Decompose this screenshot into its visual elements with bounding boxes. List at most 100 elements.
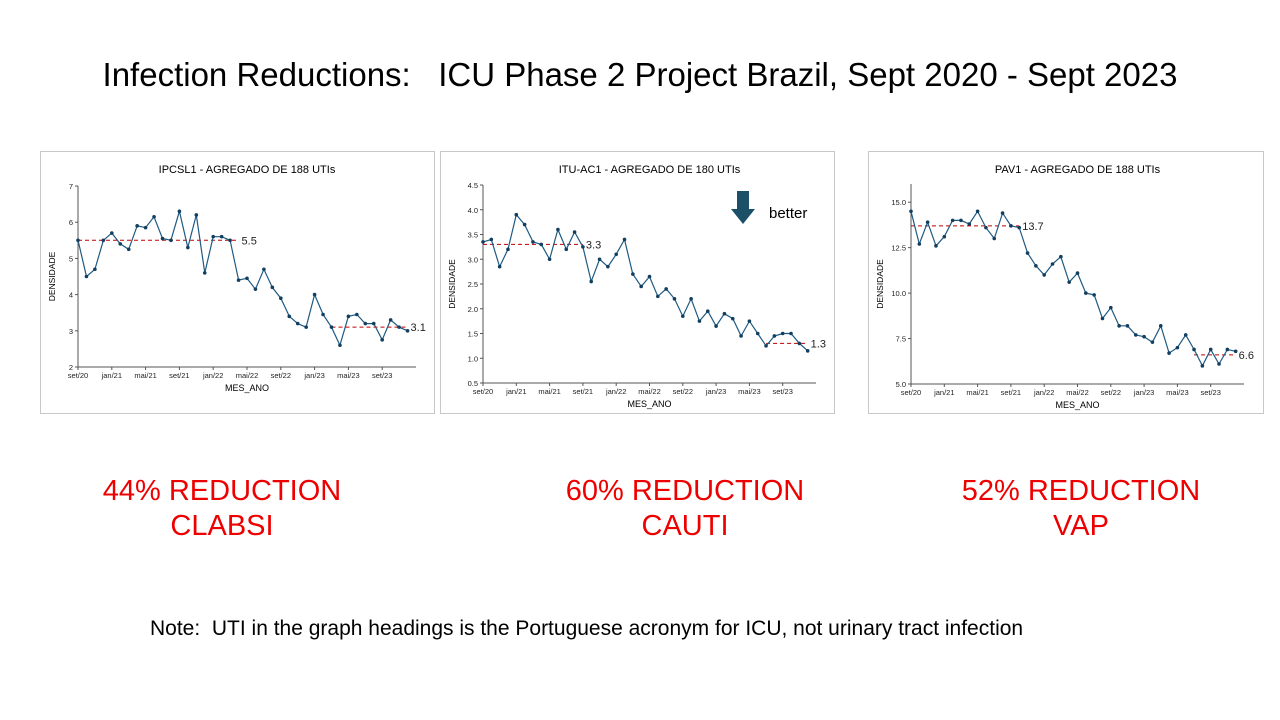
data-point: [1175, 345, 1180, 350]
y-tick-label: 3.5: [468, 231, 478, 240]
chart-cauti: ITU-AC1 - AGREGADO DE 180 UTIs 0.5 1.0 1.5 2…: [447, 164, 826, 409]
median-label: 3.1: [411, 322, 426, 334]
reduction-label: CAUTI: [641, 510, 729, 542]
data-point: [942, 234, 947, 239]
data-point: [730, 316, 735, 321]
x-tick-label: jan/21: [101, 371, 122, 380]
data-point: [639, 284, 643, 289]
series-line: [482, 213, 809, 352]
y-tick-label: 1.5: [468, 330, 478, 339]
data-point: [346, 314, 351, 319]
data-point: [312, 292, 317, 297]
y-tick-label: 0.5: [468, 379, 478, 388]
data-point: [355, 312, 359, 317]
x-tick-label: mai/22: [638, 387, 661, 396]
data-point: [572, 230, 577, 234]
x-tick-label: mai/23: [1166, 388, 1189, 397]
x-tick-label: set/20: [473, 387, 493, 396]
chart-title: PAV1 - AGREGADO DE 188 UTIs: [995, 164, 1161, 176]
data-point: [975, 209, 980, 214]
median-label: 5.5: [242, 235, 257, 247]
data-point: [992, 236, 997, 241]
data-point: [531, 240, 535, 244]
y-tick-label: 5.0: [896, 380, 906, 389]
y-tick-label: 3: [69, 327, 73, 336]
data-point: [589, 279, 594, 284]
reduction-cauti: 60% REDUCTION CAUTI: [535, 474, 835, 544]
data-point: [1075, 271, 1080, 275]
series-line: [77, 208, 408, 347]
chart-title: ITU-AC1 - AGREGADO DE 180 UTIs: [559, 164, 741, 176]
reduction-label: CLABSI: [170, 510, 274, 542]
chart-vap: PAV1 - AGREGADO DE 188 UTIs 5.0 7.5 10.0 12.…: [875, 164, 1254, 410]
data-point: [539, 242, 544, 247]
reduction-vap: 52% REDUCTION VAP: [931, 474, 1231, 544]
data-point: [647, 274, 652, 279]
y-tick-label: 2.5: [468, 280, 478, 289]
x-tick-label: set/22: [673, 387, 693, 396]
data-point: [295, 321, 300, 326]
y-tick-label: 4: [69, 291, 73, 300]
x-tick-label: set/20: [68, 371, 88, 380]
data-point: [934, 244, 938, 248]
x-tick-label: set/23: [372, 371, 392, 380]
x-tick-label: jan/22: [605, 387, 626, 396]
x-tick-label: set/21: [1001, 388, 1021, 397]
data-point: [118, 242, 123, 246]
data-point: [177, 209, 182, 214]
data-point: [1100, 316, 1105, 321]
annotation-better: better: [769, 205, 807, 222]
chart-panel-cauti: ITU-AC1 - AGREGADO DE 180 UTIs 0.5 1.0 1.5 2…: [440, 151, 835, 414]
reduction-percent: 60% REDUCTION: [565, 475, 805, 507]
data-point: [909, 209, 913, 214]
y-tick-label: 12.5: [891, 244, 906, 253]
data-point: [397, 325, 401, 329]
data-point: [84, 274, 89, 279]
y-tick-label: 4.0: [468, 206, 478, 215]
data-point: [329, 325, 334, 329]
chart-clabsi: IPCSL1 - AGREGADO DE 188 UTIs 2 3 4 5 6 7 set/2…: [47, 164, 426, 393]
chart-title: IPCSL1 - AGREGADO DE 188 UTIs: [159, 164, 336, 176]
data-point: [606, 264, 610, 269]
x-tick-label: mai/22: [1066, 388, 1089, 397]
data-point: [1042, 273, 1046, 277]
data-point: [789, 331, 793, 336]
data-point: [614, 252, 618, 257]
data-point: [522, 222, 527, 227]
data-point: [262, 267, 266, 272]
data-point: [1092, 293, 1096, 297]
data-point: [1167, 351, 1171, 355]
x-tick-label: mai/21: [966, 388, 989, 397]
down-arrow-icon: [731, 191, 755, 224]
data-point: [780, 331, 785, 336]
y-axis-label: DENSIDADE: [447, 259, 457, 309]
median-label: 1.3: [811, 338, 826, 350]
data-point: [664, 287, 668, 291]
data-point: [797, 341, 802, 346]
x-tick-label: set/22: [271, 371, 291, 380]
data-point: [279, 296, 283, 301]
data-point: [1142, 334, 1146, 339]
y-tick-label: 5: [69, 254, 73, 263]
data-point: [1233, 349, 1238, 354]
data-point: [76, 238, 80, 243]
data-point: [514, 212, 519, 217]
data-point: [219, 234, 224, 239]
reduction-percent: 52% REDUCTION: [961, 475, 1201, 507]
data-point: [489, 237, 494, 242]
data-point: [959, 218, 963, 223]
data-point: [169, 238, 173, 243]
x-tick-label: jan/22: [1033, 388, 1054, 397]
data-point: [564, 247, 569, 252]
data-point: [925, 220, 930, 224]
y-tick-label: 7: [69, 182, 73, 191]
y-tick-label: 2: [69, 363, 73, 372]
data-point: [380, 338, 385, 342]
x-tick-label: set/23: [772, 387, 792, 396]
data-point: [371, 321, 376, 326]
data-point: [705, 309, 710, 314]
x-tick-label: jan/23: [303, 371, 324, 380]
data-point: [253, 287, 258, 291]
data-point: [689, 297, 693, 301]
data-point: [405, 329, 410, 333]
